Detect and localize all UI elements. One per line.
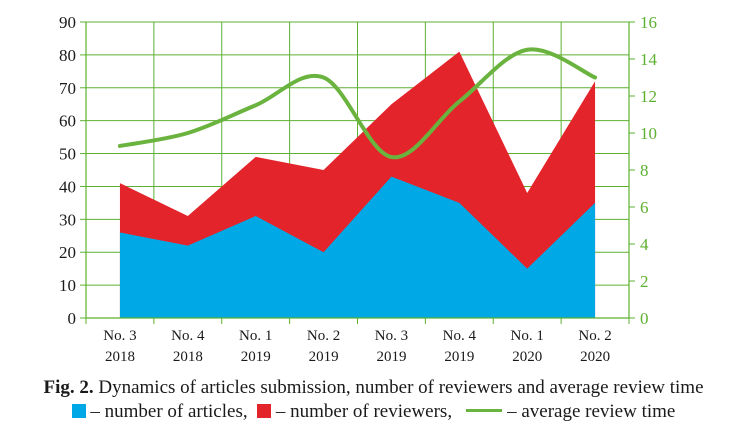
y-tick-label-right: 10 — [640, 124, 657, 143]
line-average-review-time — [117, 47, 598, 160]
area-number-of-articles — [119, 176, 596, 318]
axes — [80, 21, 635, 324]
x-tick-label: No. 4 — [443, 328, 477, 344]
x-tick-label: No. 3 — [375, 328, 408, 344]
x-tick-label: 2020 — [512, 349, 542, 365]
area-series — [119, 51, 596, 318]
legend-swatch-articles — [71, 404, 86, 418]
x-tick-label: No. 3 — [103, 328, 136, 344]
x-tick-label: 2019 — [376, 349, 406, 365]
caption-text: Dynamics of articles submission, number … — [93, 377, 704, 398]
x-tick-label: No. 2 — [578, 328, 611, 344]
y-tick-label-left: 90 — [59, 13, 76, 32]
y-tick-label-right: 14 — [640, 50, 658, 69]
y-tick-label-left: 10 — [59, 276, 76, 295]
x-tick-label: 2018 — [105, 349, 135, 365]
legend-swatch-review-time — [466, 409, 503, 412]
x-tick-label: 2019 — [241, 349, 271, 365]
y-tick-label-right: 8 — [640, 161, 649, 180]
figure-caption: Fig. 2. Dynamics of articles submission,… — [0, 377, 747, 399]
legend-swatch-reviewers — [257, 404, 272, 418]
y-tick-label-left: 60 — [59, 112, 76, 131]
y-tick-label-left: 50 — [59, 145, 76, 164]
x-tick-label: 2018 — [173, 349, 203, 365]
line-series — [117, 47, 598, 160]
legend: – number of articles, – number of review… — [0, 401, 747, 423]
y-tick-label-left: 0 — [68, 309, 77, 328]
y-tick-label-right: 6 — [640, 198, 649, 217]
fig-label: Fig. 2. — [43, 377, 94, 398]
y-tick-label-right: 12 — [640, 87, 657, 106]
legend-label-reviewers: – number of reviewers, — [271, 401, 453, 422]
y-tick-label-right: 2 — [640, 272, 649, 291]
tick-labels: 0 10 20 30 40 50 60 70 80 90 0 2 4 6 8 10 12 14 16 No. 3 201… — [59, 13, 658, 365]
legend-label-articles: – number of articles, — [85, 401, 248, 422]
x-tick-label: No. 1 — [239, 328, 272, 344]
y-tick-label-left: 40 — [59, 177, 76, 196]
y-tick-label-left: 20 — [59, 243, 76, 262]
legend-label-review-time: – average review time — [502, 401, 676, 422]
y-tick-label-left: 70 — [59, 79, 76, 98]
chart: 0 10 20 30 40 50 60 70 80 90 0 2 4 6 8 10 12 14 16 No. 3 201… — [59, 13, 658, 365]
x-tick-label: No. 4 — [171, 328, 205, 344]
y-tick-label-right: 16 — [640, 13, 657, 32]
x-tick-label: No. 1 — [511, 328, 544, 344]
y-tick-label-right: 0 — [640, 309, 649, 328]
y-tick-label-left: 80 — [59, 46, 76, 65]
x-tick-label: 2020 — [580, 349, 610, 365]
y-tick-label-right: 4 — [640, 235, 649, 254]
x-tick-label: No. 2 — [307, 328, 340, 344]
x-tick-label: 2019 — [444, 349, 474, 365]
y-tick-label-left: 30 — [59, 210, 76, 229]
x-tick-label: 2019 — [309, 349, 339, 365]
